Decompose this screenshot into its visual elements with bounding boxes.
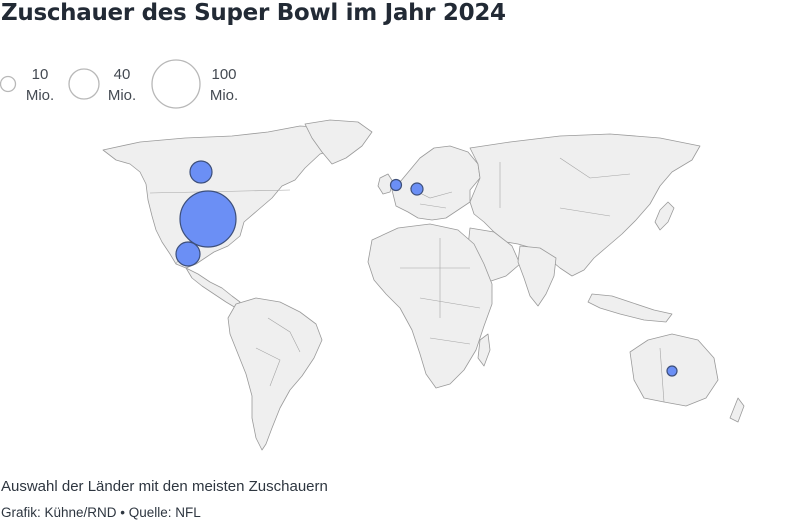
viewer-bubbles	[175, 160, 678, 377]
land-masses	[102, 119, 745, 451]
landmass-british-isles	[377, 173, 394, 195]
landmass-europe	[391, 145, 481, 221]
world-map	[102, 119, 745, 451]
bubble-usa	[179, 190, 237, 248]
landmass-new-zealand	[729, 397, 745, 423]
chart-title: Zuschauer des Super Bowl im Jahr 2024	[1, 0, 506, 26]
bubble-canada	[189, 160, 213, 184]
legend-circle-40	[68, 68, 100, 100]
legend-circle-100	[151, 59, 201, 109]
landmass-greenland	[304, 119, 373, 165]
bubble-germany	[410, 182, 424, 196]
chart-credit: Grafik: Kühne/RND • Quelle: NFL	[1, 505, 201, 520]
landmass-asia	[469, 133, 701, 277]
bubble-australia	[666, 365, 678, 377]
size-legend: 10 Mio. 40 Mio. 100 Mio.	[0, 58, 300, 110]
chart-note: Auswahl der Länder mit den meisten Zusch…	[1, 478, 328, 495]
country-borders	[149, 157, 665, 403]
bubble-mexico	[175, 241, 201, 267]
landmass-central-america	[185, 267, 241, 309]
landmass-madagascar	[477, 333, 491, 367]
legend-circle-10	[0, 75, 17, 93]
landmass-japan	[654, 201, 675, 231]
legend-circles	[0, 59, 201, 109]
legend-label-40: 40 Mio.	[107, 66, 137, 104]
legend-label-10: 10 Mio.	[25, 66, 55, 104]
landmass-india	[517, 245, 557, 307]
landmass-africa	[367, 223, 493, 389]
landmass-indonesia	[587, 293, 673, 323]
landmass-south-america	[227, 297, 323, 451]
legend-label-100: 100 Mio.	[209, 66, 239, 104]
bubble-uk	[389, 178, 403, 192]
